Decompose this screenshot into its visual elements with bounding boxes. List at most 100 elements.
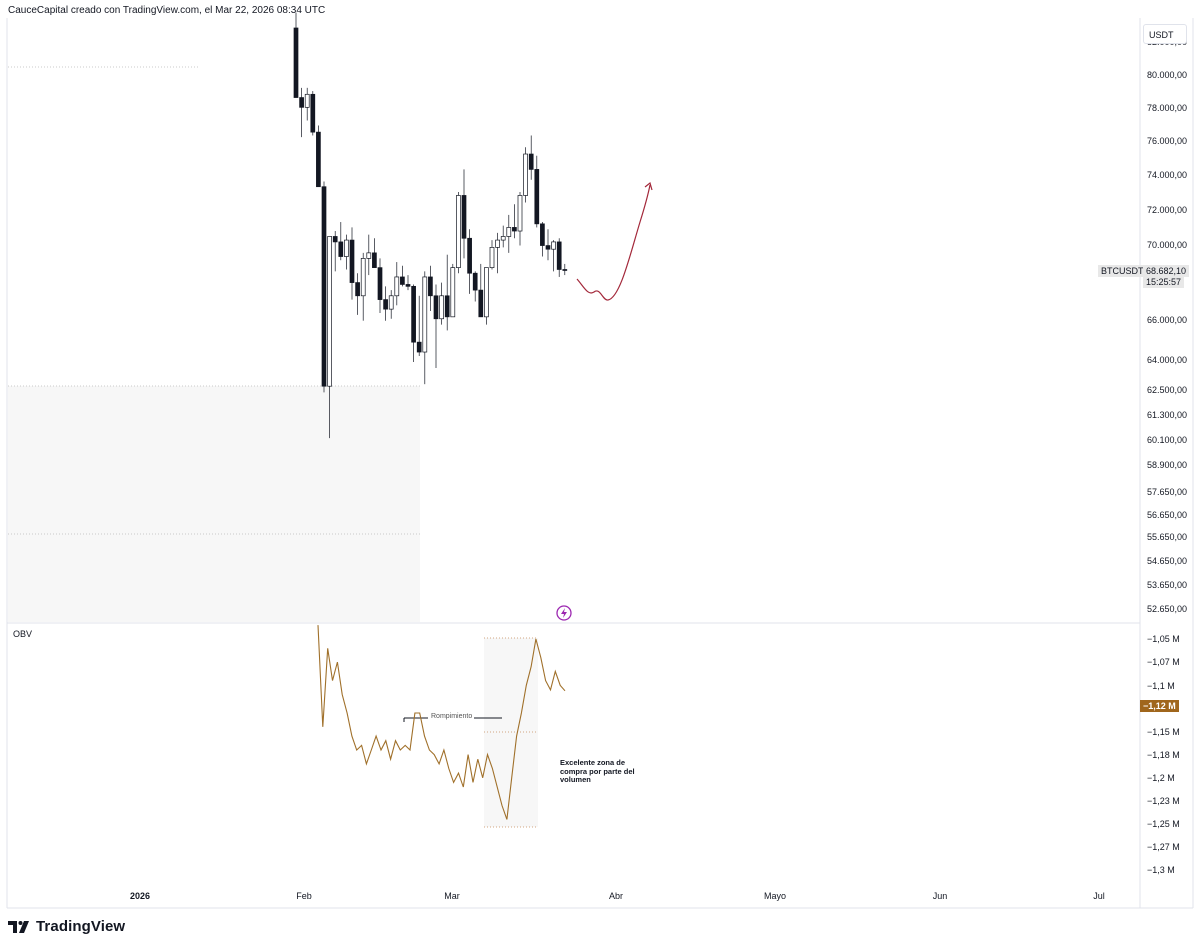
price-badge: 68.682,10 — [1143, 265, 1190, 277]
candle — [439, 282, 444, 325]
candle-body — [293, 27, 299, 98]
price-tick-label: 61.300,00 — [1147, 410, 1187, 420]
candle — [383, 286, 388, 321]
candle — [310, 91, 316, 136]
obv-tick-label: −1,15 M — [1147, 727, 1180, 737]
obv-tick-label: −1,27 M — [1147, 842, 1180, 852]
candle-body — [338, 241, 344, 257]
price-tick-label: 78.000,00 — [1147, 103, 1187, 113]
candle — [388, 290, 394, 319]
candle — [472, 271, 478, 302]
price-tick-label: 58.900,00 — [1147, 460, 1187, 470]
obv-tick-label: −1,1 M — [1147, 681, 1175, 691]
candle — [355, 273, 360, 315]
time-tick-label: Abr — [609, 891, 623, 901]
obv-indicator-label[interactable]: OBV — [13, 629, 33, 639]
support-zone — [8, 386, 420, 622]
candle — [545, 229, 551, 261]
price-tick-label: 64.000,00 — [1147, 355, 1187, 365]
breakout-label: Rompimiento — [431, 713, 473, 720]
candle — [534, 155, 540, 228]
price-tick-label: 60.100,00 — [1147, 435, 1187, 445]
candle-body — [439, 295, 444, 320]
candle — [489, 240, 495, 270]
tradingview-wordmark: TradingView — [36, 918, 126, 935]
price-tick-label: 70.000,00 — [1147, 240, 1187, 250]
candle-body — [500, 236, 506, 241]
projection-arrowhead — [644, 181, 653, 191]
candle-body — [467, 237, 472, 274]
obv-tick-label: −1,3 M — [1147, 865, 1175, 875]
candle — [517, 191, 523, 246]
candle-body — [332, 236, 338, 243]
candle-body — [444, 295, 450, 318]
lightning-glyph — [561, 608, 567, 618]
candle — [360, 252, 366, 321]
candle — [400, 265, 405, 287]
time-tick-label: Mayo — [764, 891, 786, 901]
candle-body — [304, 93, 310, 108]
candle-body — [528, 153, 534, 170]
price-tick-label: 54.650,00 — [1147, 556, 1187, 566]
time-tick-label: Feb — [296, 891, 312, 901]
candle-body — [517, 195, 523, 232]
candle — [556, 238, 562, 277]
candle — [444, 254, 450, 331]
candle — [377, 258, 383, 313]
obv-line — [317, 625, 566, 820]
candle — [304, 87, 310, 121]
price-tick-label: 52.650,00 — [1147, 604, 1187, 614]
candle — [461, 169, 467, 259]
candle — [321, 181, 327, 393]
candle-body — [512, 227, 517, 232]
candle-body — [489, 247, 495, 268]
candle-body — [495, 239, 500, 248]
candle-body — [551, 241, 556, 250]
candle-body — [316, 131, 321, 188]
candle-body — [484, 267, 489, 318]
breakout-label-bg — [428, 712, 474, 723]
candle — [495, 232, 500, 274]
candle-body — [456, 195, 461, 268]
candle-body — [422, 276, 428, 353]
candle-body — [556, 241, 562, 270]
obv-value-badge: −1,12 M — [1140, 700, 1179, 712]
candle-body — [394, 276, 400, 297]
candle-body — [372, 252, 377, 268]
candle-body — [562, 269, 568, 271]
candle-body — [472, 272, 478, 291]
obv-tick-label: −1,05 M — [1147, 634, 1180, 644]
candle-body — [478, 289, 484, 318]
candle-body — [310, 93, 316, 133]
time-tick-label: Mar — [444, 891, 460, 901]
currency-selector[interactable]: USDT — [1143, 24, 1187, 44]
obv-axis: −1,05 M −1,07 M −1,1 M −1,15 M −1,18 M −1,2 M… — [1147, 634, 1180, 875]
time-axis: 2026 Feb Mar Abr Mayo Jun Jul — [130, 891, 1105, 901]
candle — [450, 263, 456, 318]
candle-body — [355, 282, 360, 297]
candle-body — [534, 169, 540, 225]
candle — [478, 263, 484, 318]
candle — [456, 191, 461, 274]
candle — [316, 125, 321, 188]
candle — [540, 222, 545, 257]
candle — [523, 147, 528, 203]
candle — [405, 275, 411, 291]
candle-body — [416, 341, 422, 353]
candle-body — [540, 223, 545, 246]
obv-tick-label: −1,23 M — [1147, 796, 1180, 806]
candle-body — [388, 295, 394, 310]
candle — [562, 263, 568, 276]
candles-group — [293, 12, 568, 439]
candle — [467, 229, 472, 294]
candle — [512, 204, 517, 239]
time-tick-label: Jun — [933, 891, 948, 901]
candle — [366, 234, 372, 276]
price-tick-label: 80.000,00 — [1147, 70, 1187, 80]
price-axis: 82.000,0080.000,0078.000,0076.000,0074.0… — [1147, 37, 1187, 614]
candle — [411, 284, 416, 362]
obv-tick-label: −1,2 M — [1147, 773, 1175, 783]
buy-zone-note: Excelente zona de compra por parte del v… — [560, 758, 635, 784]
price-tick-label: 53.650,00 — [1147, 580, 1187, 590]
